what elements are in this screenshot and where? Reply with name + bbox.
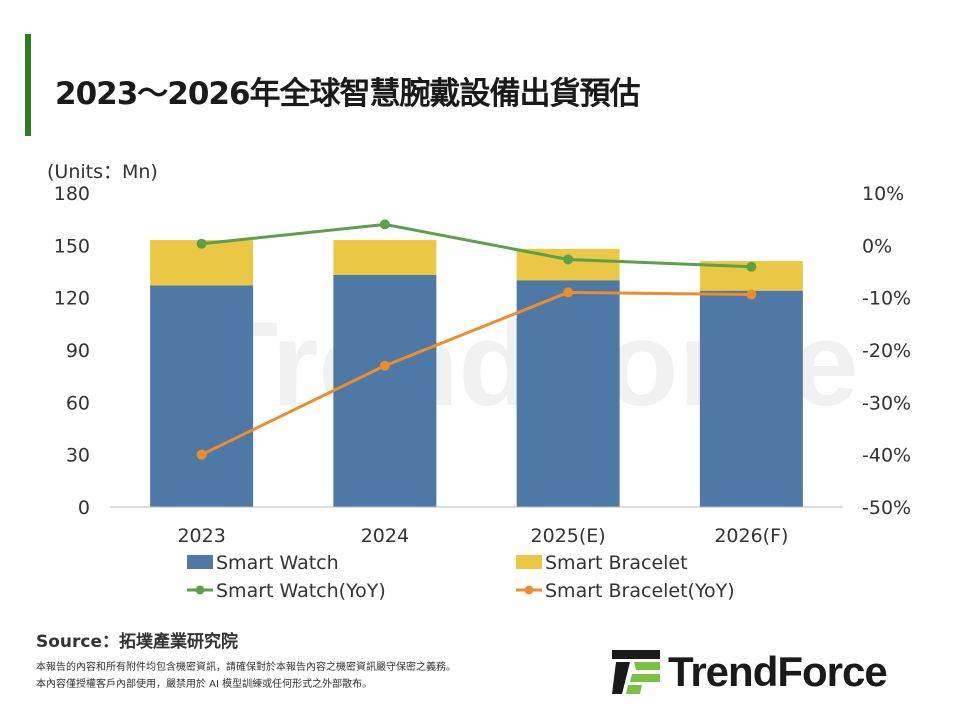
y2-tick-label: -20% bbox=[862, 340, 911, 362]
y-tick-label: 0 bbox=[78, 497, 90, 519]
x-tick-label: 2023 bbox=[177, 525, 225, 547]
chart: 0 30 60 90 120 150 180 -50% -40% -30% -20% -10% 0% 10… bbox=[54, 183, 911, 602]
y-tick-label: 30 bbox=[66, 445, 90, 467]
point-smart-bracelet-yoy- bbox=[746, 289, 757, 300]
legend-swatch bbox=[516, 555, 542, 569]
line-smart-bracelet-yoy- bbox=[200, 290, 752, 457]
logo-text: TrendForce bbox=[668, 648, 888, 695]
source: Source：拓墣產業研究院 bbox=[36, 632, 239, 652]
y-tick-label: 90 bbox=[66, 340, 90, 362]
legend-label: Smart Bracelet(YoY) bbox=[545, 580, 735, 602]
y2-tick-label: -40% bbox=[862, 445, 911, 467]
bar-smart-watch bbox=[699, 290, 803, 507]
point-smart-watch-yoy- bbox=[379, 219, 390, 230]
bar-smart-watch bbox=[150, 285, 254, 507]
legend-label: Smart Bracelet bbox=[545, 552, 688, 574]
y-tick-label: 60 bbox=[66, 392, 90, 414]
y2-tick-label: 10% bbox=[862, 183, 904, 205]
y-tick-label: 120 bbox=[54, 288, 90, 310]
legend-label: Smart Watch(YoY) bbox=[216, 580, 386, 602]
point-smart-bracelet-yoy- bbox=[563, 287, 574, 298]
line-smart-watch-yoy- bbox=[201, 222, 752, 269]
x-tick-label: 2025(E) bbox=[531, 525, 606, 547]
point-smart-watch-yoy- bbox=[563, 254, 574, 265]
disclaimer-line-2: 本內容僅授權客戶內部使用，嚴禁用於 AI 模型訓練或任何形式之外部散布。 bbox=[36, 679, 373, 690]
trendforce-logo: TrendForce bbox=[612, 648, 888, 696]
y2-tick-label: -50% bbox=[862, 497, 911, 519]
y2-tick-label: 0% bbox=[862, 235, 892, 257]
legend-marker bbox=[195, 585, 205, 595]
legend-label: Smart Watch bbox=[216, 552, 339, 574]
page-title: 2023～2026年全球智慧腕戴設備出貨預估 bbox=[55, 76, 641, 112]
y-axis-unit-label: (Units：Mn) bbox=[47, 161, 158, 183]
point-smart-bracelet-yoy- bbox=[379, 360, 390, 371]
bar-smart-watch bbox=[516, 280, 620, 507]
logo-mark-icon bbox=[612, 650, 660, 694]
y2-tick-label: -10% bbox=[862, 288, 911, 310]
y-tick-label: 150 bbox=[54, 235, 90, 257]
point-smart-bracelet-yoy- bbox=[196, 449, 207, 460]
point-smart-watch-yoy- bbox=[196, 238, 207, 249]
disclaimer-line-1: 本報告的內容和所有附件均包含機密資訊，請確保對於本報告內容之機密資訊嚴守保密之義… bbox=[36, 662, 456, 673]
legend-swatch bbox=[187, 555, 213, 569]
title-accent-bar bbox=[25, 34, 31, 136]
y2-tick-label: -30% bbox=[862, 392, 911, 414]
legend-marker bbox=[524, 585, 534, 595]
point-smart-watch-yoy- bbox=[746, 261, 757, 272]
y-tick-label: 180 bbox=[54, 183, 90, 205]
x-tick-label: 2026(F) bbox=[714, 525, 788, 547]
x-tick-label: 2024 bbox=[361, 525, 409, 547]
bar-smart-watch bbox=[333, 274, 437, 507]
bar-smart-bracelet bbox=[333, 240, 437, 275]
